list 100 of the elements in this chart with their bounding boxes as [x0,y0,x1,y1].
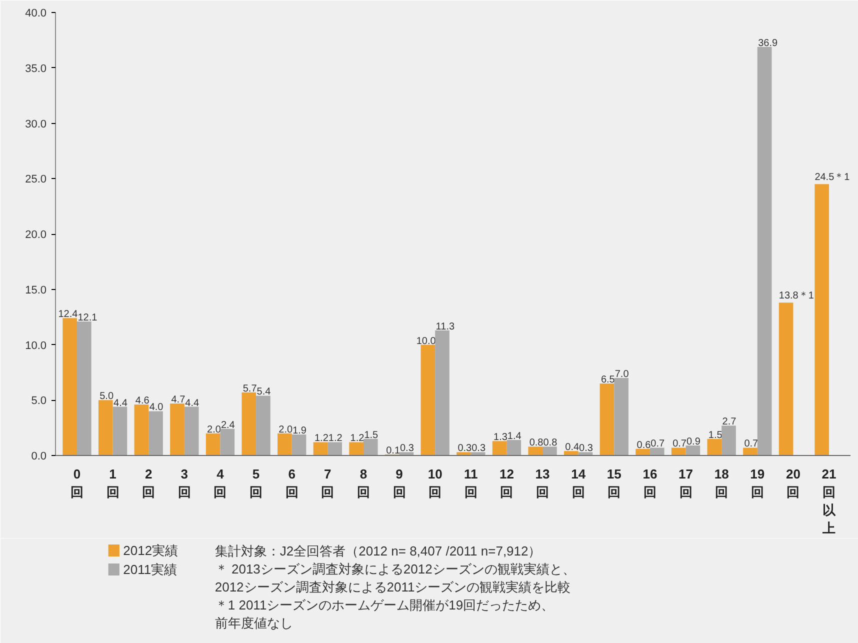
y-tick-label: 35.0 [25,62,47,75]
bar [363,438,378,456]
data-label: 36.9 [758,38,778,49]
bar [722,426,736,456]
bar [420,344,436,456]
data-label: 0.8 [529,438,544,449]
data-label: 1.2 [328,433,343,444]
data-label: 5.7 [242,383,258,394]
data-label: 1.2 [350,433,365,444]
y-tick-label: 20.0 [25,229,47,241]
bar [636,448,650,456]
x-tick-label: 10回 [428,466,442,500]
x-tick-label: 0回 [70,466,84,500]
data-label: 0.3 [579,443,594,454]
legend-label: 2012実績 [123,543,178,558]
data-label: 2.4 [220,420,236,431]
y-tick-label: 10.0 [25,340,47,352]
x-tick-label: 5回 [250,466,263,500]
y-tick-label: 0.0 [31,450,47,462]
legend-label: 2011実績 [123,562,178,577]
x-tick-label: 11回 [464,466,478,500]
data-label: 11.3 [436,321,455,332]
data-label: 0.7 [672,438,687,450]
bar [206,433,220,456]
bar [564,451,578,456]
data-label: 1.9 [292,425,307,436]
bar [184,406,199,456]
data-label: 1.5 [364,430,379,441]
text: 集計対象：J2全回答者（2012 n= 8,407 /2011 n=7,912） [214,544,542,558]
bar [292,434,306,456]
x-tick-label: 3回 [178,466,191,500]
data-label: 4.4 [114,398,128,409]
bar [542,446,557,456]
bar [671,448,686,456]
bar [650,448,664,456]
bar [528,446,543,456]
bar [506,440,522,456]
data-label: 1.2 [314,433,329,444]
x-tick-label: 13回 [535,466,550,500]
y-tick-label: 5.0 [31,395,47,408]
data-label: 5.4 [256,386,272,398]
x-tick-label: 20回 [786,466,800,500]
bar [62,318,77,456]
bar [435,330,450,456]
data-label: 0.3 [458,443,472,454]
data-label: 4.0 [149,402,164,414]
bar [456,452,471,456]
data-label: 0.9 [686,436,701,448]
data-label: 2.0 [278,424,294,436]
bar [220,428,235,456]
bar [148,411,163,456]
data-label: 1.3 [494,432,508,444]
bar [328,442,342,456]
data-label: 1.5 [708,430,723,441]
bar [492,441,507,456]
data-label: 0.7 [744,438,759,450]
bar [743,448,758,456]
data-label: 0.6 [636,440,652,451]
x-tick-label: 18回 [714,466,729,500]
bar [600,384,614,456]
bar [686,446,700,456]
data-label: 1.4 [507,430,522,442]
y-tick-label: 30.0 [25,118,47,130]
x-tick-label: 9回 [392,466,406,500]
bar [313,442,328,456]
y-tick-label: 25.0 [25,174,47,186]
data-label: 2.0 [207,424,222,436]
x-tick-label: 17回 [678,466,694,500]
x-tick-label: 19回 [750,466,765,500]
text: ＊ 2013シーズン調査対象による2012シーズンの観戦実績と、 [214,562,576,576]
bar [256,396,270,456]
data-label: 4.4 [185,398,200,409]
x-tick-label: 14回 [571,466,586,500]
bar [170,403,184,456]
bar [757,46,772,456]
data-label: 0.4 [565,442,580,454]
y-tick-label: 40.0 [25,8,47,20]
x-tick-label: 6回 [285,466,298,500]
x-tick-label: 7回 [321,466,334,500]
x-tick-label: 1回 [106,466,120,500]
bar [242,392,256,456]
x-tick-label: 4回 [214,466,227,500]
bar [707,438,722,456]
data-label: 6.5 [600,374,616,386]
bar [112,406,128,456]
data-label: 4.7 [171,394,186,406]
data-label: 13.8＊1 [778,290,814,302]
data-label: 0.3 [472,443,486,454]
bar [614,378,628,456]
bar [76,321,92,456]
x-tick-label: 21回以上 [822,466,837,536]
bar [778,302,794,456]
data-label: 10.0 [416,336,436,347]
text: 前年度値なし [214,616,293,630]
data-label: 24.5＊1 [814,172,850,184]
x-tick-label: 12回 [499,466,514,500]
text: ＊1 2011シーズンのホームゲーム開催が19回だったため、 [214,598,554,612]
bar [278,433,292,456]
y-tick-label: 15.0 [25,284,47,296]
x-tick-label: 2回 [142,466,156,500]
